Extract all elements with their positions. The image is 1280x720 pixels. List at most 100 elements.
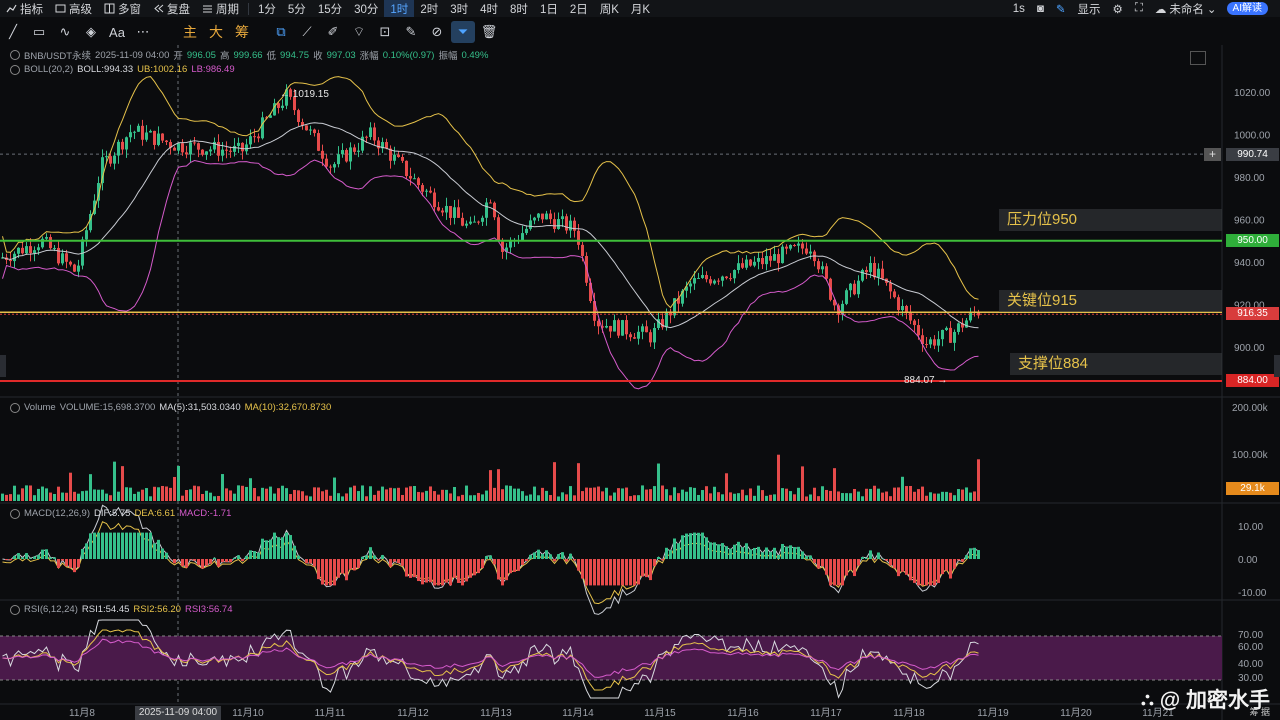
interval-group: 1分 5分 15分 30分 1时 2时 3时 4时 8时 1日 2日 周K 月K (252, 0, 656, 17)
replay-button[interactable]: 复盘 (147, 0, 196, 17)
interval-6[interactable]: 3时 (450, 3, 469, 16)
candle-body (557, 219, 560, 229)
volume-bar (305, 495, 308, 501)
candle-body (409, 176, 412, 179)
magnet-icon[interactable]: ⌔ (352, 24, 366, 39)
axes: 1020.00 1000.00 980.00 960.00 940.00 920.00 90… (69, 88, 1271, 719)
macd-bar (977, 550, 980, 559)
volume-bar (537, 495, 540, 501)
macd-bar (325, 559, 328, 586)
macd-bar (809, 555, 812, 559)
volume-bar (977, 459, 980, 501)
volume-bar (441, 489, 444, 501)
candle-body (661, 319, 664, 328)
interval-11[interactable]: 周K (599, 3, 619, 16)
more-tools-icon[interactable]: ⋯ (136, 24, 150, 39)
candle-body (381, 142, 384, 149)
candle-body (645, 326, 648, 333)
speed-selector[interactable]: 1s (1012, 2, 1025, 15)
layout-selector[interactable]: ☁ 未命名 ⌄ (1154, 3, 1217, 16)
ai-interpret-button[interactable]: AI解读 (1226, 2, 1268, 15)
eye-icon[interactable] (10, 64, 20, 75)
volume-bar (945, 491, 948, 501)
candle-body (457, 207, 460, 218)
interval-7[interactable]: 4时 (480, 3, 499, 16)
eye-icon[interactable] (10, 50, 20, 60)
copy-icon[interactable]: ⧉ (276, 24, 286, 39)
rect-tool-icon[interactable]: ▭ (32, 24, 46, 39)
brush-icon[interactable]: ✐ (327, 24, 339, 39)
multi-window-button[interactable]: 多窗 (98, 0, 147, 17)
candle-body (117, 141, 120, 156)
interval-9[interactable]: 1日 (539, 3, 558, 16)
interval-4[interactable]: 1时 (384, 0, 415, 17)
volume-bar (33, 495, 36, 501)
candle-body (241, 142, 244, 152)
link-icon[interactable]: ⊘ (431, 24, 443, 39)
volume-bar (705, 486, 708, 501)
macd-bar (153, 543, 156, 559)
volume-bar (237, 485, 240, 501)
fullscreen-icon[interactable]: ⛶ (1134, 2, 1143, 14)
big-order-button[interactable]: 大 (209, 24, 223, 40)
trash-icon[interactable]: 🗑 (480, 24, 498, 39)
macd-bar (5, 559, 8, 560)
volume-bar (165, 486, 168, 501)
shapes-tool-icon[interactable]: ◈ (86, 24, 96, 39)
macd-bar (821, 559, 824, 567)
right-expand-handle[interactable] (1274, 355, 1280, 377)
candle-body (597, 320, 600, 327)
interval-3[interactable]: 30分 (354, 3, 379, 16)
line-tool-icon[interactable]: ╱ (9, 24, 17, 39)
macd-bar (293, 545, 296, 559)
camera-icon[interactable]: ◙ (1036, 2, 1044, 15)
text-tool-icon[interactable]: Aa (109, 24, 125, 40)
curve-tool-icon[interactable]: ∿ (59, 24, 71, 39)
macd-bar (713, 542, 716, 559)
interval-8[interactable]: 8时 (510, 3, 528, 16)
macd-bar (813, 559, 816, 563)
support-annotation[interactable]: 支撑位884 (1010, 353, 1222, 375)
macd-bar (173, 559, 176, 564)
display-button[interactable]: 显示 (1077, 3, 1101, 16)
filter-icon[interactable]: ⏷ (451, 21, 475, 43)
interval-10[interactable]: 2日 (569, 3, 588, 16)
fullscreen-chart-icon[interactable] (1190, 51, 1206, 65)
macd-bar (237, 555, 240, 559)
interval-12[interactable]: 月K (630, 3, 651, 16)
period-button[interactable]: 周期 (196, 0, 245, 17)
candle-body (681, 290, 684, 304)
add-alert-icon[interactable]: + (1204, 148, 1221, 161)
macd-bar (193, 559, 196, 561)
pencil-icon[interactable]: ✎ (1055, 3, 1066, 16)
key-level-annotation[interactable]: 关键位915 (999, 290, 1222, 312)
interval-0[interactable]: 1分 (258, 3, 276, 16)
lock-icon[interactable]: ⊡ (379, 24, 391, 39)
interval-2[interactable]: 15分 (317, 3, 343, 16)
candle-body (345, 150, 348, 162)
indicator-button[interactable]: 指标 (0, 0, 49, 17)
pressure-annotation[interactable]: 压力位950 (999, 209, 1222, 231)
ruler-icon[interactable]: ⟋ (302, 24, 312, 39)
chip-button[interactable]: 筹 (235, 24, 249, 40)
eye-icon[interactable] (10, 604, 20, 615)
macd-bar (889, 559, 892, 566)
eye-icon[interactable] (10, 402, 20, 413)
interval-1[interactable]: 5分 (287, 3, 306, 16)
volume-bar (269, 486, 272, 501)
candle-body (101, 157, 104, 184)
main-indicator-button[interactable]: 主 (183, 24, 197, 40)
left-expand-handle[interactable] (0, 355, 6, 377)
settings-icon[interactable]: ⚙ (1112, 3, 1123, 16)
interval-5[interactable]: 2时 (420, 3, 439, 16)
volume-bar (309, 496, 312, 501)
rsi1-line (2, 619, 979, 699)
advanced-button[interactable]: 高级 (49, 0, 98, 17)
candle-body (249, 136, 252, 145)
macd-bar (213, 557, 216, 559)
candle-body (905, 305, 908, 312)
note-icon[interactable]: ✎ (405, 24, 417, 39)
eye-icon[interactable] (10, 508, 20, 519)
macd-bar (97, 532, 100, 559)
